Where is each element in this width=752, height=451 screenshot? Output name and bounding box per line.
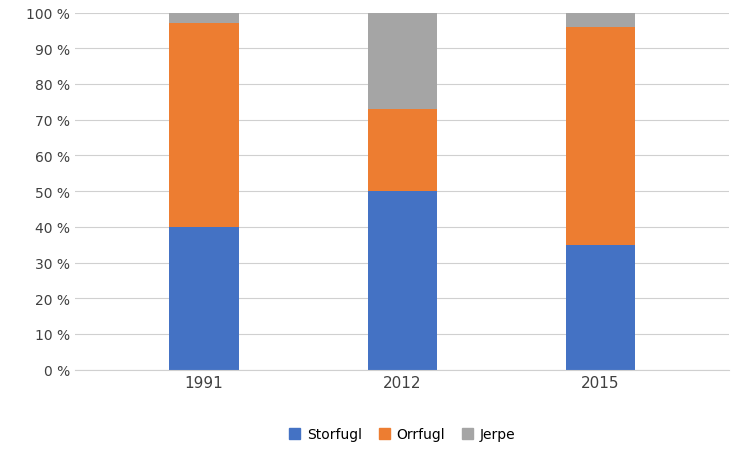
Bar [368,192,437,370]
Bar [566,245,635,370]
Bar [368,14,437,110]
Bar [566,14,635,28]
Bar [566,28,635,245]
Bar [169,14,239,24]
Bar [169,227,239,370]
Bar [169,24,239,227]
Bar [368,110,437,192]
Legend: Storfugl, Orrfugl, Jerpe: Storfugl, Orrfugl, Jerpe [285,423,520,445]
